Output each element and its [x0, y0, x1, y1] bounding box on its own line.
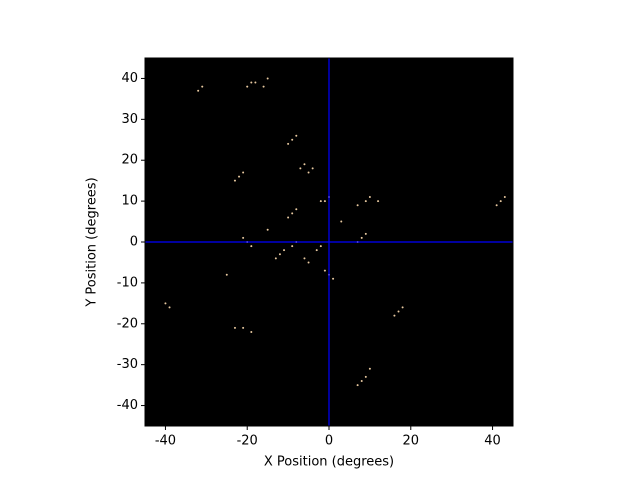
point — [201, 85, 204, 88]
y-tick-label: 10 — [121, 194, 138, 209]
point — [307, 171, 310, 174]
x-tick-label: 40 — [484, 434, 501, 449]
point — [250, 81, 253, 84]
y-tick-label: 20 — [121, 153, 138, 168]
point — [168, 306, 171, 309]
point — [291, 138, 294, 141]
point — [323, 269, 326, 272]
point — [368, 367, 371, 370]
point — [307, 261, 310, 264]
point — [246, 85, 249, 88]
point — [266, 228, 269, 231]
y-tick-label: -30 — [117, 357, 138, 372]
point — [164, 302, 167, 305]
point — [254, 81, 257, 84]
point — [242, 236, 245, 239]
point — [233, 326, 236, 329]
point — [266, 77, 269, 80]
point — [311, 167, 314, 170]
point — [319, 245, 322, 248]
point — [225, 273, 228, 276]
point — [278, 253, 281, 256]
point — [340, 220, 343, 223]
point — [283, 249, 286, 252]
point — [503, 196, 506, 199]
point — [323, 200, 326, 203]
point — [250, 330, 253, 333]
x-tick-label: -20 — [237, 434, 258, 449]
point — [364, 232, 367, 235]
y-tick-label: 40 — [121, 71, 138, 86]
point — [250, 245, 253, 248]
point — [356, 204, 359, 207]
point — [262, 85, 265, 88]
point — [332, 277, 335, 280]
point — [356, 384, 359, 387]
x-tick-label: 20 — [403, 434, 420, 449]
point — [303, 163, 306, 166]
point — [242, 326, 245, 329]
point — [397, 310, 400, 313]
point — [377, 200, 380, 203]
y-tick-label: -40 — [117, 398, 138, 413]
point — [295, 134, 298, 137]
y-axis-label: Y Position (degrees) — [85, 177, 100, 307]
point — [233, 179, 236, 182]
point — [238, 175, 241, 178]
point — [295, 208, 298, 211]
y-tick-label: 30 — [121, 112, 138, 127]
point — [287, 142, 290, 145]
annotation: A — [157, 67, 166, 82]
x-tick-label: 0 — [325, 434, 333, 449]
point — [364, 200, 367, 203]
point — [287, 216, 290, 219]
point — [401, 306, 404, 309]
point — [299, 167, 302, 170]
point — [393, 314, 396, 317]
x-tick-label: -40 — [155, 434, 176, 449]
y-tick-label: -10 — [117, 275, 138, 290]
point — [303, 257, 306, 260]
point — [499, 200, 502, 203]
point — [495, 204, 498, 207]
point — [242, 171, 245, 174]
point — [360, 380, 363, 383]
point — [274, 257, 277, 260]
point — [197, 89, 200, 92]
annotation: B — [341, 67, 350, 82]
point — [360, 236, 363, 239]
x-axis-label: X Position (degrees) — [264, 455, 394, 470]
point — [368, 196, 371, 199]
point — [291, 245, 294, 248]
point — [364, 375, 367, 378]
point — [291, 212, 294, 215]
y-tick-label: -20 — [117, 316, 138, 331]
annotation: 02 — [149, 410, 166, 425]
y-tick-label: 0 — [130, 235, 138, 250]
annotation: 01 — [149, 226, 166, 241]
point — [319, 200, 322, 203]
point — [315, 249, 318, 252]
